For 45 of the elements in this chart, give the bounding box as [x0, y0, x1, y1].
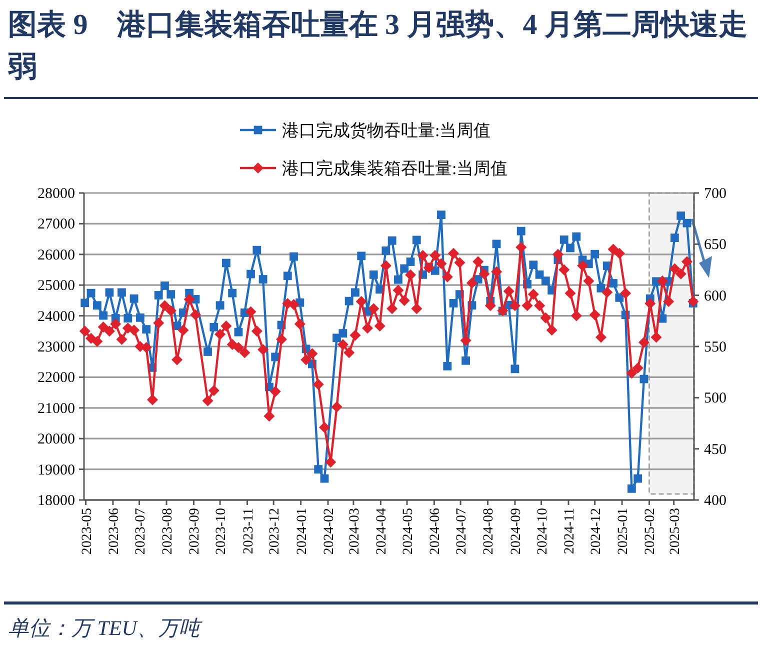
x-tick-label: 2024-09 — [508, 508, 524, 555]
x-tick-label: 2023-05 — [80, 508, 95, 555]
x-tick-label: 2023-10 — [214, 508, 230, 555]
y2-tick-label: 550 — [704, 340, 726, 356]
y-tick-label: 22000 — [38, 370, 75, 386]
legend-label: 港口完成集装箱吞吐量:当周值 — [282, 159, 508, 178]
x-tick-label: 2023-07 — [133, 508, 148, 555]
x-tick-label: 2025-02 — [643, 508, 658, 555]
y2-tick-label: 450 — [704, 442, 726, 458]
x-tick-label: 2024-03 — [347, 508, 362, 555]
x-tick-label: 2024-12 — [588, 508, 604, 555]
y-tick-label: 18000 — [38, 493, 75, 509]
y-tick-label: 20000 — [38, 432, 75, 448]
x-tick-label: 2025-03 — [668, 508, 683, 555]
y-tick-label: 23000 — [38, 340, 75, 356]
y2-tick-label: 650 — [704, 237, 726, 254]
y-tick-label: 26000 — [38, 247, 75, 264]
x-tick-label: 2024-08 — [482, 508, 497, 555]
x-tick-label: 2023-06 — [106, 508, 122, 555]
y2-tick-label: 700 — [704, 186, 726, 202]
x-tick-label: 2024-10 — [535, 508, 550, 555]
x-tick-label: 2023-11 — [241, 508, 256, 554]
x-tick-label: 2023-12 — [268, 508, 283, 555]
x-tick-label: 2025-01 — [616, 508, 632, 555]
x-tick-label: 2024-07 — [454, 508, 470, 555]
y-tick-label: 27000 — [38, 216, 75, 233]
x-tick-label: 2024-01 — [294, 508, 310, 555]
y2-tick-label: 600 — [704, 288, 726, 304]
y2-tick-label: 400 — [704, 493, 726, 509]
x-tick-label: 2024-04 — [374, 508, 390, 555]
y-tick-label: 24000 — [38, 308, 75, 325]
x-tick-label: 2024-06 — [428, 508, 444, 555]
chart-title: 图表 9 港口集装箱吞吐量在 3 月强势、4 月第二周快速走弱 — [8, 8, 748, 85]
legend-label: 港口完成货物吞吐量:当周值 — [282, 121, 491, 140]
y2-tick-label: 500 — [704, 390, 726, 407]
text: 单位：万 TEU、万吨 — [8, 615, 200, 642]
y-tick-label: 25000 — [38, 278, 75, 294]
y-tick-label: 28000 — [38, 186, 75, 202]
x-tick-label: 2024-02 — [322, 508, 337, 555]
x-tick-label: 2024-11 — [562, 508, 578, 554]
x-tick-label: 2023-08 — [160, 508, 176, 555]
y-tick-label: 21000 — [38, 400, 75, 417]
x-tick-label: 2024-05 — [400, 508, 416, 555]
x-tick-label: 2023-09 — [188, 508, 203, 555]
y-tick-label: 19000 — [38, 462, 75, 478]
